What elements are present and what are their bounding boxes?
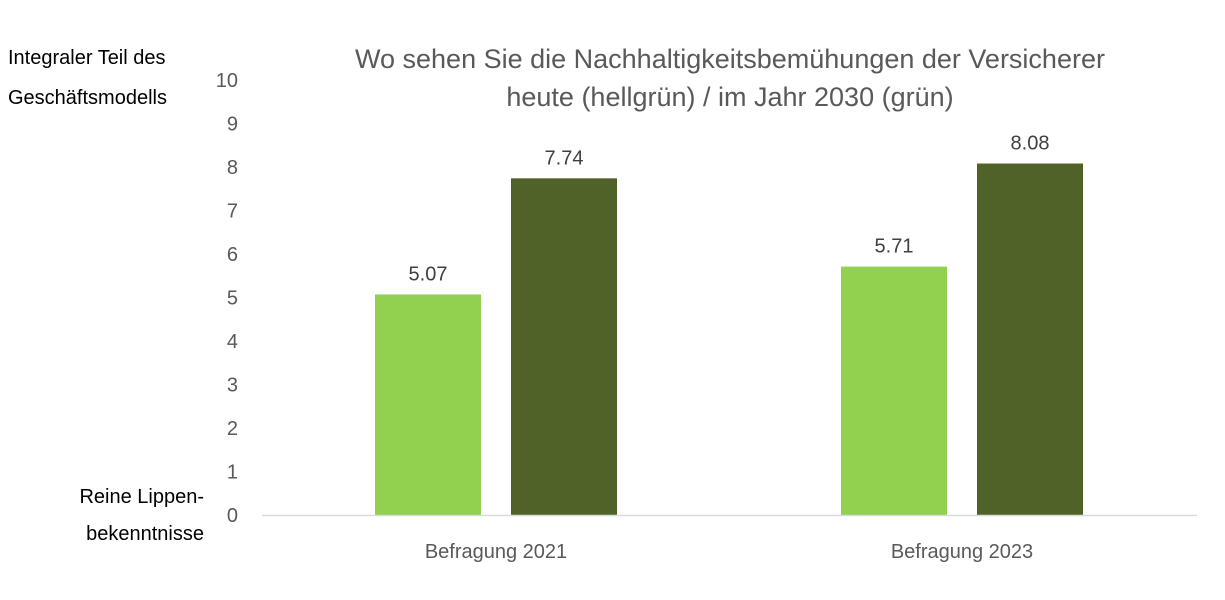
chart-title-line-1: Wo sehen Sie die Nachhaltigkeitsbemühung… — [355, 44, 1105, 74]
y-tick-label: 4 — [227, 331, 238, 353]
chart-title-line-2: heute (hellgrün) / im Jahr 2030 (grün) — [506, 82, 953, 112]
data-label: 5.07 — [409, 263, 448, 285]
y-tick-label: 7 — [227, 201, 238, 223]
data-label: 5.71 — [875, 236, 914, 258]
bar-heute-1 — [841, 266, 947, 515]
bar-heute-0 — [375, 294, 481, 515]
y-tick-label: 6 — [227, 244, 238, 266]
y-tick-label: 3 — [227, 375, 238, 397]
data-label: 7.74 — [545, 147, 584, 169]
x-category-label: Befragung 2021 — [425, 541, 567, 563]
y-top-label-line-2: Geschäftsmodells — [8, 87, 167, 109]
x-category-label: Befragung 2023 — [891, 541, 1033, 563]
y-tick-label: 9 — [227, 114, 238, 136]
y-tick-label: 10 — [216, 70, 238, 92]
y-tick-label: 5 — [227, 288, 238, 310]
bar-2030-0 — [511, 178, 617, 515]
y-top-label-line-1: Integraler Teil des — [8, 47, 166, 69]
y-bottom-label-line-1: Reine Lippen- — [79, 486, 204, 508]
y-bottom-label-line-2: bekenntnisse — [86, 523, 204, 545]
y-tick-label: 0 — [227, 505, 238, 527]
y-tick-label: 2 — [227, 418, 238, 440]
y-tick-label: 1 — [227, 462, 238, 484]
bar-2030-1 — [977, 163, 1083, 515]
y-tick-label: 8 — [227, 157, 238, 179]
data-label: 8.08 — [1011, 133, 1050, 155]
